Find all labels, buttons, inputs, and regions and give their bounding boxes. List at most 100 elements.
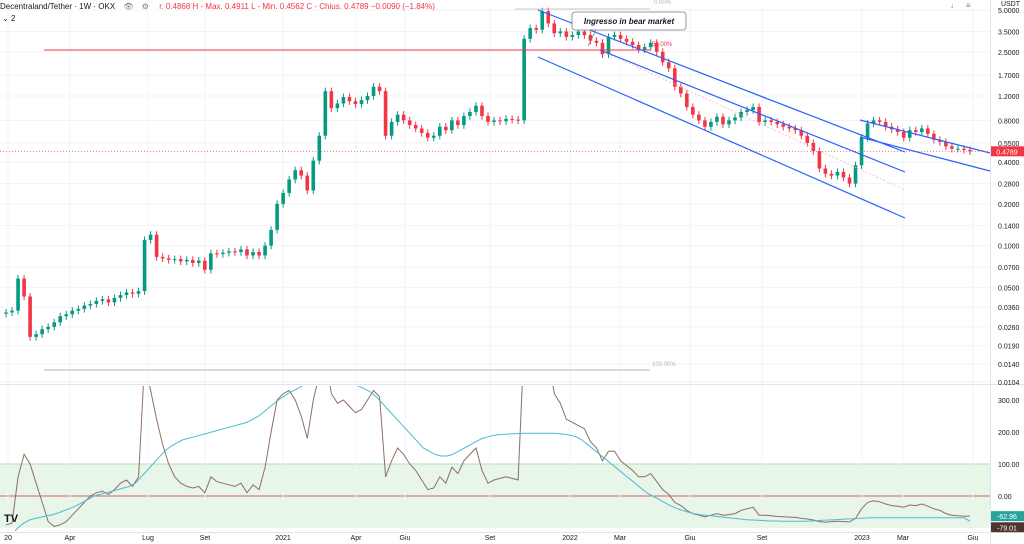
candle-body bbox=[118, 295, 123, 298]
price-tick-label: 3.5000 bbox=[998, 29, 1020, 36]
candle-body bbox=[715, 116, 719, 122]
candle-body bbox=[498, 120, 502, 122]
indicator-value-label: -62.96 bbox=[997, 514, 1017, 521]
eye-icon[interactable]: 👁 bbox=[123, 2, 134, 11]
candle-body bbox=[450, 120, 454, 131]
candle-body bbox=[227, 251, 231, 253]
candle-body bbox=[136, 291, 141, 294]
candle-body bbox=[371, 86, 376, 96]
candle-body bbox=[263, 245, 267, 256]
candle-body bbox=[594, 40, 599, 43]
candle-body bbox=[335, 103, 340, 109]
candle-body bbox=[190, 259, 195, 263]
candle-body bbox=[395, 114, 400, 122]
symbol-title[interactable]: Decentraland/Tether · 1W · OKX bbox=[0, 2, 116, 11]
gear-icon[interactable]: ⚙ bbox=[141, 2, 149, 11]
candle-body bbox=[58, 316, 63, 323]
price-tick-label: 0.4000 bbox=[998, 160, 1020, 167]
candle-body bbox=[841, 171, 846, 178]
channel-line bbox=[859, 136, 991, 172]
arrow-down-icon[interactable]: ↓ bbox=[950, 1, 954, 10]
candle-body bbox=[546, 11, 551, 24]
candle-body bbox=[600, 42, 605, 55]
candle-body bbox=[281, 192, 285, 204]
candle-body bbox=[425, 132, 430, 138]
candle-body bbox=[112, 297, 117, 303]
candle-body bbox=[570, 35, 575, 37]
indicator-line-1 bbox=[5, 386, 971, 527]
candle-body bbox=[474, 105, 478, 112]
candle-body bbox=[444, 126, 448, 131]
candle-body bbox=[534, 28, 539, 30]
candle-body bbox=[311, 160, 316, 191]
candle-body bbox=[480, 105, 484, 117]
candle-body bbox=[154, 234, 159, 257]
candle-body bbox=[612, 35, 617, 37]
candle-body bbox=[100, 299, 105, 301]
candle-body bbox=[10, 310, 14, 313]
candle-body bbox=[437, 126, 442, 136]
price-tick-label: 0.1400 bbox=[998, 223, 1020, 230]
time-tick-label: 2021 bbox=[275, 535, 291, 542]
candle-body bbox=[564, 31, 569, 37]
candle-body bbox=[401, 114, 406, 121]
fib-label: 0.00% bbox=[654, 0, 672, 6]
candle-body bbox=[877, 120, 882, 122]
annotation-text: Ingresso in bear market bbox=[584, 17, 675, 26]
candle-body bbox=[329, 91, 334, 109]
candle-body bbox=[166, 258, 171, 260]
candle-body bbox=[751, 106, 755, 111]
candle-body bbox=[492, 120, 496, 122]
candle-body bbox=[540, 11, 545, 30]
time-tick-label: Mar bbox=[614, 535, 627, 542]
candle-body bbox=[22, 278, 26, 297]
candle-body bbox=[88, 303, 93, 306]
collapse-toggle[interactable]: ⌄ 2 bbox=[2, 14, 16, 23]
candle-body bbox=[82, 305, 87, 309]
candle-body bbox=[769, 120, 773, 122]
candle-body bbox=[944, 141, 948, 147]
candle-body bbox=[142, 239, 147, 292]
candle-body bbox=[486, 116, 490, 122]
candle-body bbox=[299, 170, 304, 176]
annotation-pointer bbox=[587, 29, 597, 47]
candle-body bbox=[468, 111, 472, 117]
candle-body bbox=[853, 165, 858, 184]
candle-body bbox=[317, 135, 322, 161]
candle-body bbox=[733, 117, 737, 121]
indicator-tick-label: 0.00 bbox=[998, 494, 1012, 501]
time-tick-label: Lug bbox=[142, 535, 154, 542]
hamburger-icon[interactable]: ≡ bbox=[966, 1, 971, 10]
candle-body bbox=[130, 292, 135, 294]
candle-body bbox=[239, 249, 243, 253]
indicator-count: 2 bbox=[10, 14, 16, 23]
candle-body bbox=[865, 123, 870, 138]
price-tick-label: 0.2800 bbox=[998, 182, 1020, 189]
price-tick-label: 0.0260 bbox=[998, 325, 1020, 332]
candle-body bbox=[811, 142, 816, 152]
candle-body bbox=[184, 259, 189, 262]
candle-body bbox=[817, 151, 822, 169]
candle-body bbox=[365, 95, 370, 101]
candle-body bbox=[456, 120, 460, 126]
price-tick-label: 0.0104 bbox=[998, 380, 1020, 387]
candle-body bbox=[805, 135, 810, 143]
candle-body bbox=[709, 121, 713, 127]
candle-body bbox=[148, 234, 153, 240]
candle-body bbox=[528, 28, 532, 39]
candle-body bbox=[787, 126, 792, 129]
channel-line bbox=[537, 56, 906, 219]
time-tick-label: Giu bbox=[400, 535, 411, 542]
candle-body bbox=[781, 124, 786, 127]
price-tick-label: 0.8000 bbox=[998, 118, 1020, 125]
candle-body bbox=[28, 296, 32, 337]
indicator-line-2 bbox=[14, 386, 971, 531]
candle-body bbox=[76, 308, 81, 311]
candle-body bbox=[739, 111, 743, 118]
candle-body bbox=[576, 31, 581, 36]
candle-body bbox=[94, 300, 99, 304]
candles bbox=[4, 7, 972, 341]
time-tick-label: Giu bbox=[685, 535, 696, 542]
candle-body bbox=[275, 203, 279, 230]
